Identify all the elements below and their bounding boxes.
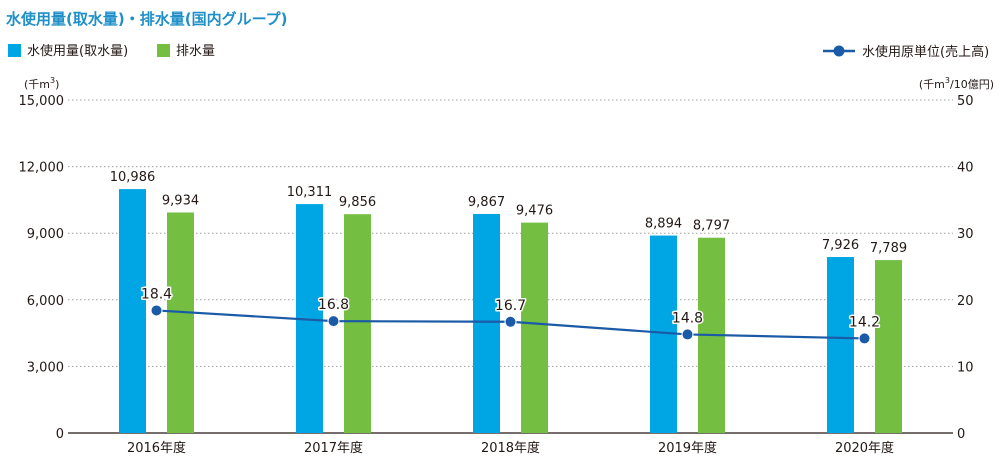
bar-discharge: [167, 212, 194, 433]
intensity-point: [150, 304, 163, 317]
left-tick-label: 9,000: [27, 227, 64, 242]
intensity-point-label: 18.4: [141, 286, 172, 302]
bar-discharge: [521, 222, 548, 433]
intensity-point-label: 14.2: [849, 314, 880, 330]
bar-intake-label: 9,867: [468, 195, 505, 210]
axis-ticks: 15,000 50 12,000 40 9,000 30 6,000 20 3,000 10 0 0: [19, 94, 974, 442]
intensity-point-label: 16.7: [495, 298, 526, 314]
left-axis-unit: (千m3): [24, 76, 59, 91]
left-tick-label: 0: [56, 427, 64, 442]
category-label: 2020年度: [835, 440, 894, 456]
left-tick-label: 3,000: [27, 360, 64, 375]
category-label: 2019年度: [658, 440, 717, 456]
bar-discharge-label: 9,934: [162, 193, 199, 208]
legend-discharge-label: 排水量: [176, 44, 215, 59]
right-tick-label: 20: [957, 294, 974, 309]
legend-discharge-swatch: [157, 44, 170, 57]
intensity-point: [858, 332, 871, 345]
left-tick-label: 15,000: [19, 94, 65, 109]
intensity-point-label: 16.8: [318, 297, 349, 313]
legend-intake-label: 水使用量(取水量): [27, 43, 128, 59]
bar-discharge-label: 9,476: [516, 204, 553, 219]
intensity-point: [681, 328, 694, 341]
right-tick-label: 10: [957, 360, 974, 375]
intensity-line: [150, 304, 871, 345]
left-tick-label: 6,000: [27, 294, 64, 309]
left-tick-label: 12,000: [19, 161, 65, 176]
bars: [119, 189, 902, 433]
category-label: 2017年度: [304, 440, 363, 456]
category-label: 2018年度: [481, 440, 540, 456]
bar-discharge-label: 9,856: [339, 195, 376, 210]
bar-intake-label: 8,894: [645, 217, 682, 232]
intensity-point-label: 14.8: [672, 310, 703, 326]
right-tick-label: 40: [957, 161, 974, 176]
chart-title: 水使用量(取水量)・排水量(国内グループ): [6, 10, 288, 28]
bar-discharge: [344, 214, 371, 433]
right-tick-label: 50: [957, 94, 974, 109]
legend-line-marker: [833, 45, 845, 57]
bar-intake-label: 10,986: [110, 170, 156, 185]
bar-intake-label: 7,926: [822, 238, 859, 253]
legend-line-label: 水使用原単位(売上高): [862, 44, 989, 60]
intensity-point: [327, 315, 340, 328]
right-tick-label: 30: [957, 227, 974, 242]
category-label: 2016年度: [127, 440, 186, 456]
grid-lines: [68, 99, 953, 367]
bar-intake: [827, 257, 854, 433]
right-tick-label: 0: [957, 427, 965, 442]
bar-intake: [473, 213, 500, 433]
bar-discharge-label: 7,789: [870, 241, 907, 256]
intensity-point: [504, 315, 517, 328]
legend-intake-swatch: [8, 44, 21, 57]
category-labels: 2016年度 2017年度 2018年度 2019年度 2020年度: [127, 440, 894, 456]
bar-intake-label: 10,311: [287, 185, 333, 200]
bar-intake: [119, 189, 146, 433]
bar-discharge-label: 8,797: [693, 219, 730, 234]
right-axis-unit: (千m3/10億円): [919, 76, 994, 91]
data-labels: 10,986 9,934 10,311 9,856 9,867 9,476 8,894 8,7…: [110, 170, 907, 332]
bar-discharge: [875, 260, 902, 433]
